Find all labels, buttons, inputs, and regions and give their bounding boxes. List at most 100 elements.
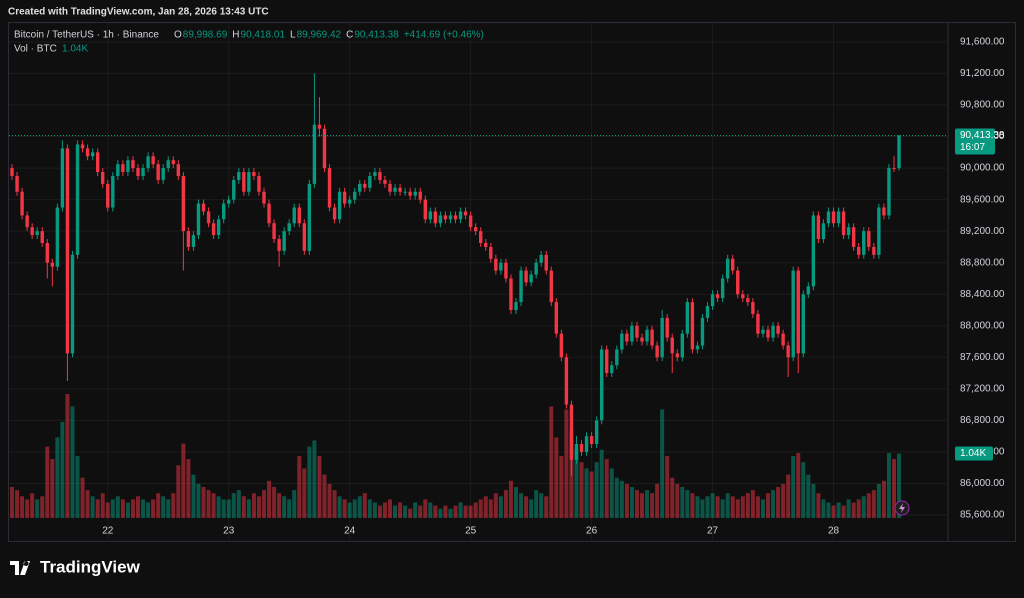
candle-body — [796, 270, 800, 354]
candle-body — [282, 231, 286, 251]
candle-body — [166, 160, 170, 169]
volume-bar — [312, 440, 317, 518]
volume-bar — [176, 465, 181, 518]
y-tick-label: 86,000.00 — [960, 478, 1005, 489]
candle-body — [655, 345, 659, 358]
candle-body — [877, 207, 881, 255]
y-tick-label: 87,600.00 — [960, 352, 1005, 363]
volume-bar — [423, 499, 428, 518]
volume-bar — [55, 437, 60, 518]
volume-bar — [105, 502, 110, 518]
volume-bar — [246, 499, 251, 518]
candle-body — [388, 183, 392, 192]
candle-body — [766, 329, 770, 338]
candle-body — [690, 302, 695, 350]
legend-key: H — [232, 30, 239, 41]
volume-bar — [816, 493, 821, 518]
volume-bar — [483, 496, 488, 518]
volume-bar — [448, 508, 453, 518]
y-tick-label: 88,800.00 — [960, 257, 1005, 268]
candle-body — [171, 160, 175, 165]
volume-bar — [821, 499, 826, 518]
candle-body — [181, 175, 186, 232]
volume-bar — [846, 499, 851, 518]
candle-body — [821, 223, 826, 240]
volume-bar — [141, 499, 146, 518]
volume-bar — [347, 502, 352, 518]
volume-bar — [579, 462, 584, 518]
volume-bar — [10, 487, 14, 518]
volume-bar — [655, 483, 660, 518]
candle-body — [599, 349, 604, 421]
plot — [9, 23, 947, 541]
candle-body — [131, 160, 135, 169]
volume-bar — [433, 505, 438, 518]
candle-body — [433, 211, 438, 224]
candle-body — [468, 215, 473, 228]
candle-body — [428, 211, 433, 220]
volume-bar — [730, 496, 735, 518]
volume-bar — [413, 502, 418, 518]
candle-body — [373, 172, 377, 176]
volume-bar — [161, 496, 166, 518]
candle-body — [30, 227, 34, 236]
volume-bar — [720, 499, 725, 518]
candle-body — [337, 191, 342, 220]
volume-bar — [690, 493, 695, 518]
candle-body — [695, 345, 700, 350]
candle-body — [589, 436, 594, 445]
candle-body — [252, 172, 256, 176]
volume-bar — [529, 499, 534, 518]
volume-bar — [498, 496, 503, 518]
x-tick-label: 22 — [102, 526, 114, 537]
volume-bar — [786, 474, 791, 518]
volume-bar — [574, 449, 579, 518]
candle-body — [514, 302, 518, 311]
volume-bar — [776, 487, 781, 518]
candle-body — [448, 215, 453, 220]
candle-body — [549, 270, 553, 303]
candle-body — [736, 270, 740, 295]
volume-bar — [791, 456, 796, 518]
volume-bar — [171, 493, 176, 518]
volume-bar — [629, 487, 634, 518]
volume-bar — [332, 490, 337, 518]
volume-bar — [871, 490, 876, 518]
volume-bar — [408, 508, 413, 518]
candle-body — [312, 124, 317, 184]
candle-body — [242, 172, 246, 192]
legend-key: O — [174, 30, 182, 41]
candle-body — [317, 124, 322, 129]
y-tick-label: 86,800.00 — [960, 415, 1005, 426]
candle-body — [141, 168, 145, 176]
volume-bar — [418, 505, 423, 518]
volume-bar — [650, 493, 655, 518]
volume-title: Vol · BTC — [14, 44, 57, 55]
candle-body — [867, 231, 871, 247]
y-tick-label: 90,000.00 — [960, 163, 1005, 174]
volume-bar — [680, 487, 685, 518]
x-tick-label: 28 — [828, 526, 840, 537]
volume-bar — [539, 493, 544, 518]
volume-bar — [645, 490, 650, 518]
volume-bar — [297, 456, 302, 518]
candle-body — [342, 191, 347, 204]
candle-body — [111, 175, 115, 208]
volume-bar — [90, 496, 95, 518]
volume-bar — [362, 493, 367, 518]
candle-body — [277, 239, 281, 251]
candle-body — [554, 302, 559, 334]
volume-bar — [201, 487, 206, 518]
last-price-tag — [955, 128, 995, 155]
candle-body — [146, 156, 150, 169]
legend-value: 89,998.69 — [183, 30, 228, 41]
candle-body — [95, 152, 100, 173]
volume-bar — [65, 394, 70, 518]
y-tick-label: 87,200.00 — [960, 383, 1005, 394]
volume-bar — [125, 502, 130, 518]
candle-body — [403, 191, 407, 193]
candle-body — [756, 313, 760, 334]
volume-bar — [191, 474, 196, 518]
candle-body — [358, 183, 362, 192]
candle-body — [862, 231, 866, 255]
